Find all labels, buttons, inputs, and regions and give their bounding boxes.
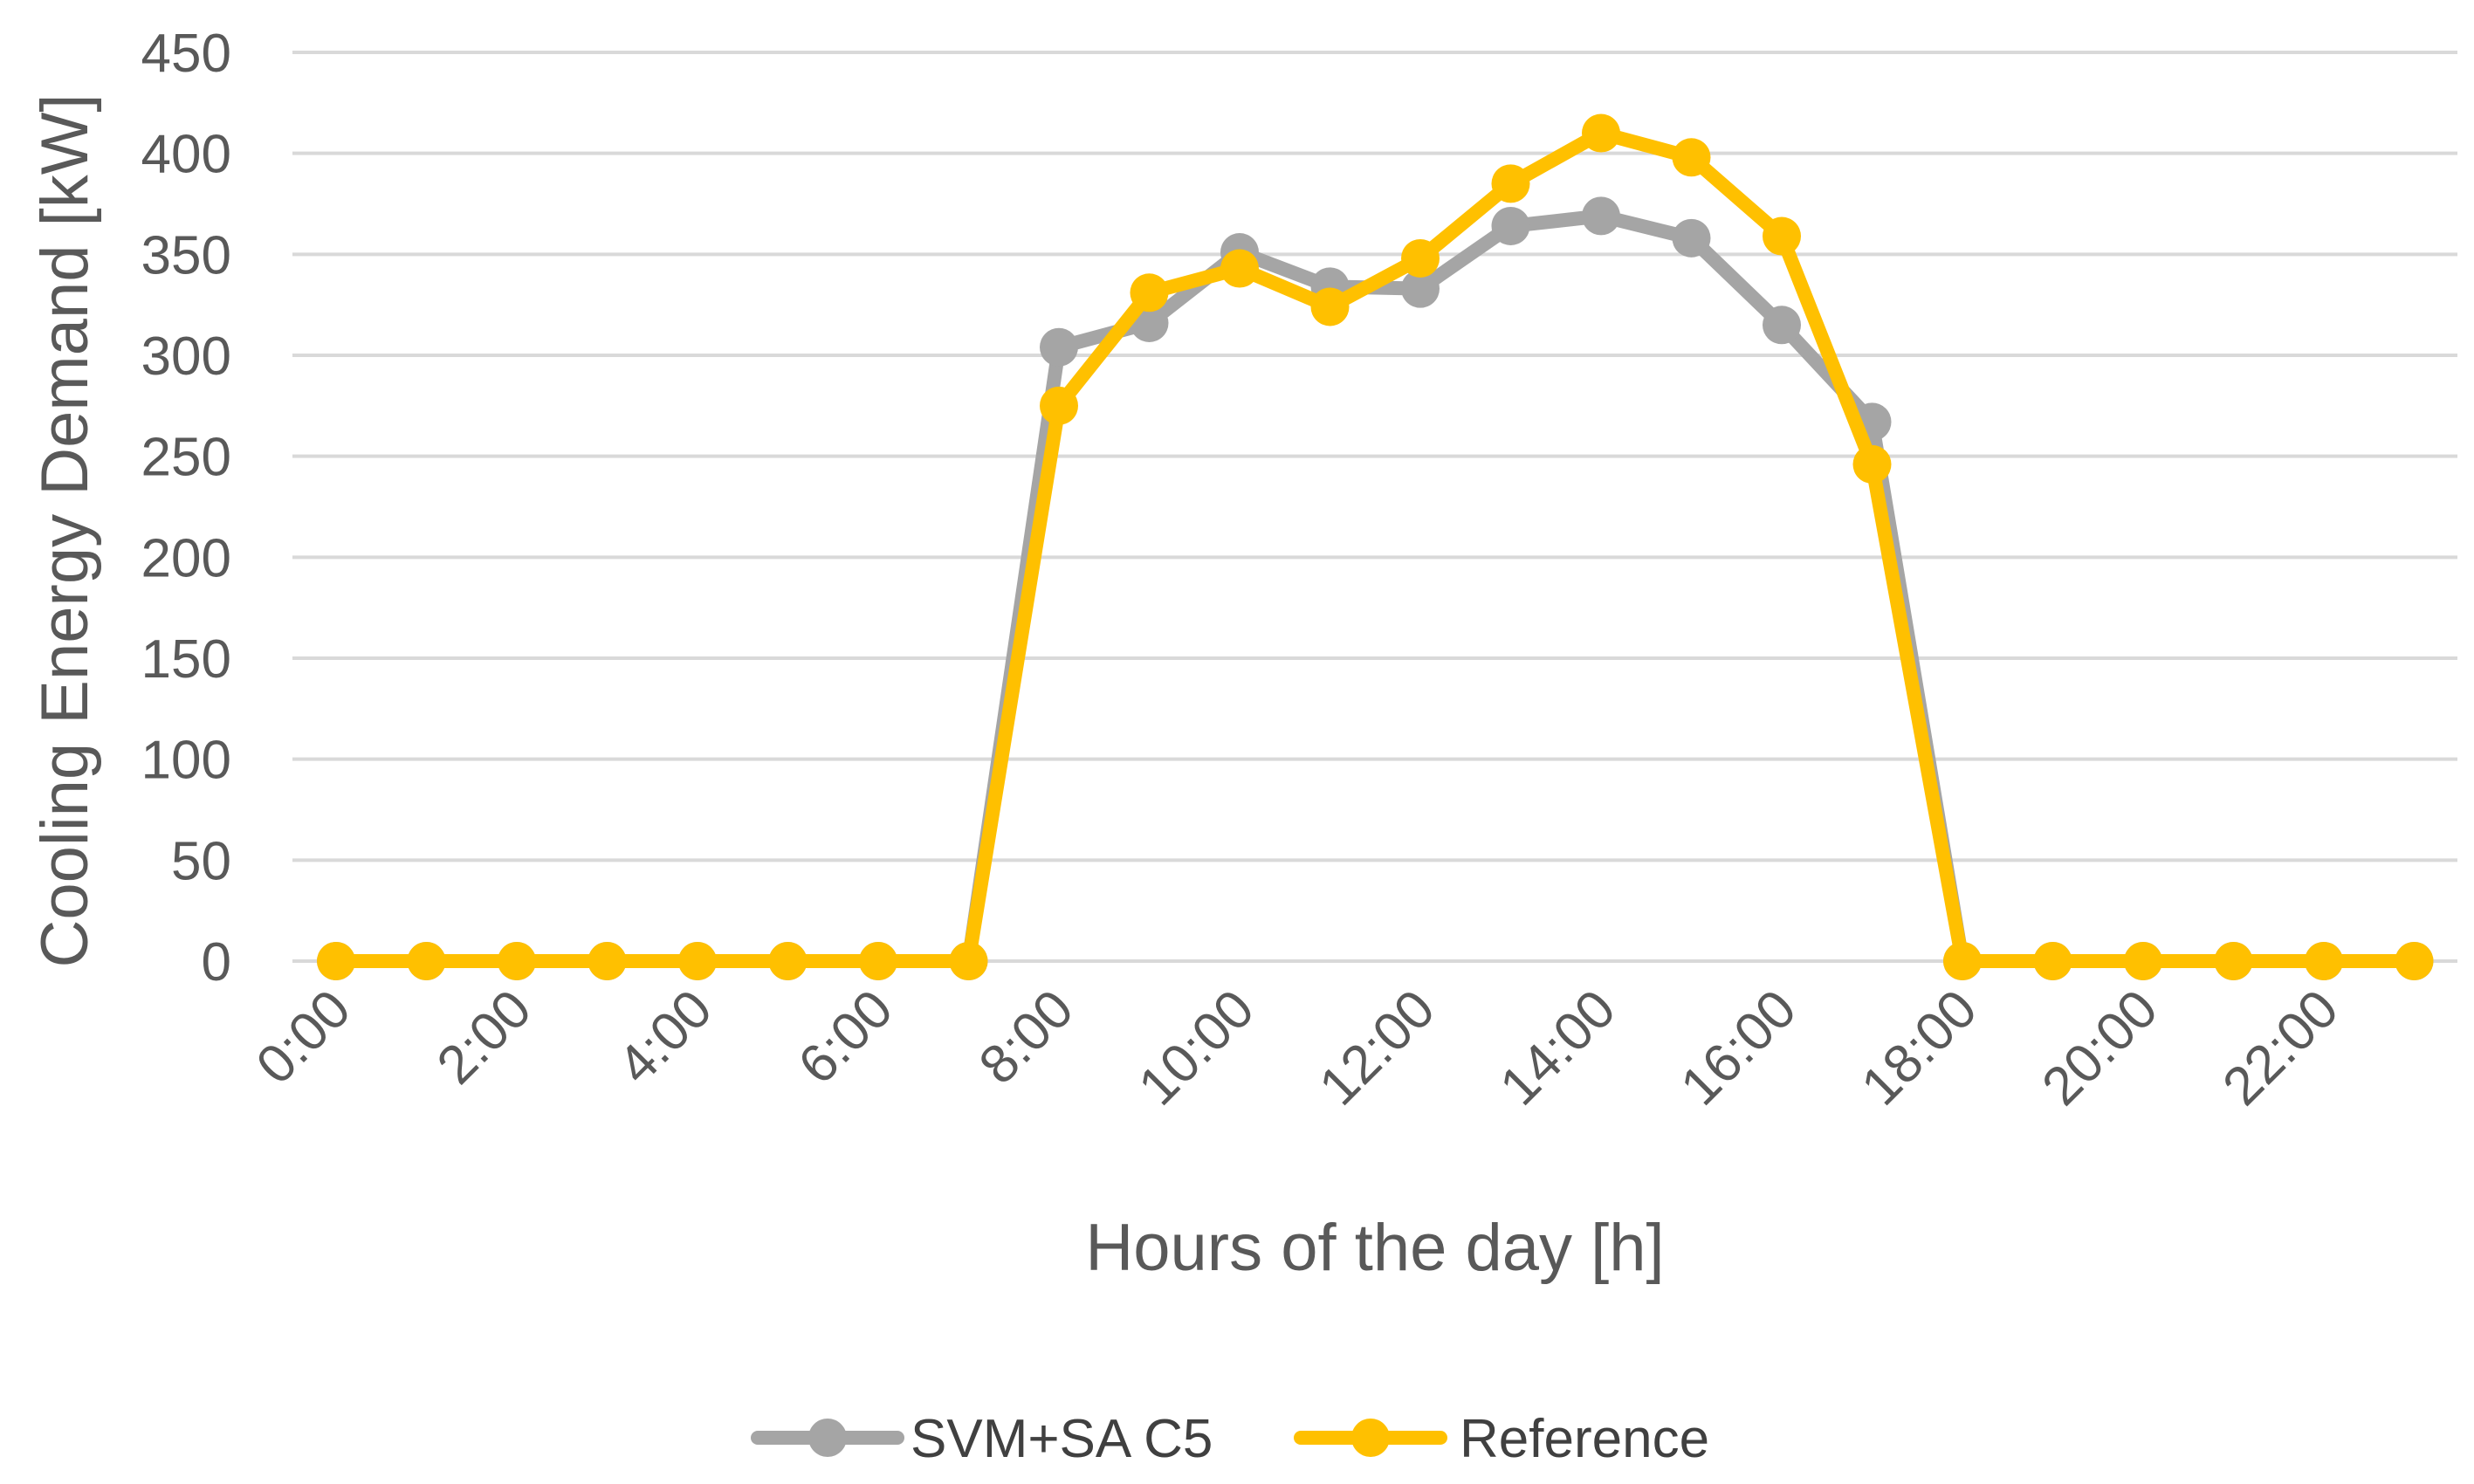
data-point (1491, 206, 1530, 245)
data-point (1852, 444, 1892, 484)
y-tick-label: 250 (141, 428, 231, 488)
data-point (1582, 113, 1620, 153)
x-tick-label: 6:00 (787, 979, 904, 1096)
data-point (1130, 273, 1169, 313)
x-tick-label: 12:00 (1308, 979, 1447, 1117)
data-point (2033, 942, 2072, 980)
y-axis-title: Cooling Energy Demand [kW] (28, 93, 102, 967)
data-point (1310, 287, 1350, 326)
series-reference (317, 113, 2434, 980)
data-point (859, 942, 897, 980)
data-point (1040, 327, 1078, 367)
data-point (1491, 164, 1530, 203)
x-tick-label: 10:00 (1127, 979, 1266, 1117)
data-point (1763, 306, 1801, 345)
y-tick-label: 200 (141, 528, 231, 588)
data-point (949, 942, 988, 980)
data-point (317, 942, 355, 980)
legend-swatch-marker (808, 1419, 847, 1457)
series-svm-sa-c5 (317, 196, 2434, 980)
y-tick-label: 300 (141, 326, 231, 387)
data-point (1672, 138, 1711, 177)
data-point (678, 942, 717, 980)
data-point (1220, 249, 1259, 288)
x-tick-label: 22:00 (2211, 979, 2350, 1117)
data-point (1672, 218, 1711, 258)
y-tick-label: 350 (141, 225, 231, 285)
data-point (2395, 942, 2434, 980)
data-point (2124, 942, 2162, 980)
y-tick-label: 400 (141, 125, 231, 185)
series-layer (317, 113, 2434, 980)
y-tick-label: 0 (202, 932, 231, 993)
data-point (2305, 942, 2343, 980)
x-tick-label: 16:00 (1669, 979, 1808, 1117)
legend-item-svm: SVM+SA C5 (751, 1409, 1213, 1469)
data-point (768, 942, 807, 980)
data-point (1763, 216, 1801, 256)
data-point (1040, 386, 1078, 425)
legend-label-reference: Reference (1460, 1409, 1709, 1469)
y-axis-ticks: 0 50 100 150 200 250 300 350 400 450 (141, 24, 231, 993)
gridlines (292, 51, 2457, 963)
y-tick-label: 450 (141, 24, 231, 84)
x-axis-ticks: 0:00 2:00 4:00 6:00 8:00 10:00 12:00 14:00 16:00… (245, 979, 2350, 1117)
x-tick-label: 20:00 (2031, 979, 2169, 1117)
x-axis-title: Hours of the day [h] (1085, 1211, 1664, 1285)
data-point (1401, 269, 1440, 308)
y-tick-label: 50 (171, 831, 231, 891)
legend: SVM+SA C5 Reference (751, 1409, 1709, 1469)
y-tick-label: 100 (141, 731, 231, 791)
data-point (1401, 238, 1440, 278)
legend-swatch-marker (1351, 1419, 1390, 1457)
data-point (1943, 942, 1982, 980)
y-tick-label: 150 (141, 629, 231, 690)
data-point (407, 942, 446, 980)
data-point (1582, 196, 1620, 236)
data-point (498, 942, 536, 980)
series-line (329, 126, 2422, 968)
x-tick-label: 0:00 (245, 979, 362, 1096)
legend-label-svm: SVM+SA C5 (911, 1409, 1213, 1469)
x-tick-label: 4:00 (607, 979, 724, 1096)
x-tick-label: 2:00 (426, 979, 543, 1096)
x-tick-label: 18:00 (1850, 979, 1989, 1117)
x-tick-label: 8:00 (968, 979, 1085, 1096)
x-tick-label: 14:00 (1488, 979, 1627, 1117)
data-point (2214, 942, 2253, 980)
legend-item-reference: Reference (1294, 1409, 1709, 1469)
series-line (329, 209, 2422, 968)
data-point (588, 942, 627, 980)
